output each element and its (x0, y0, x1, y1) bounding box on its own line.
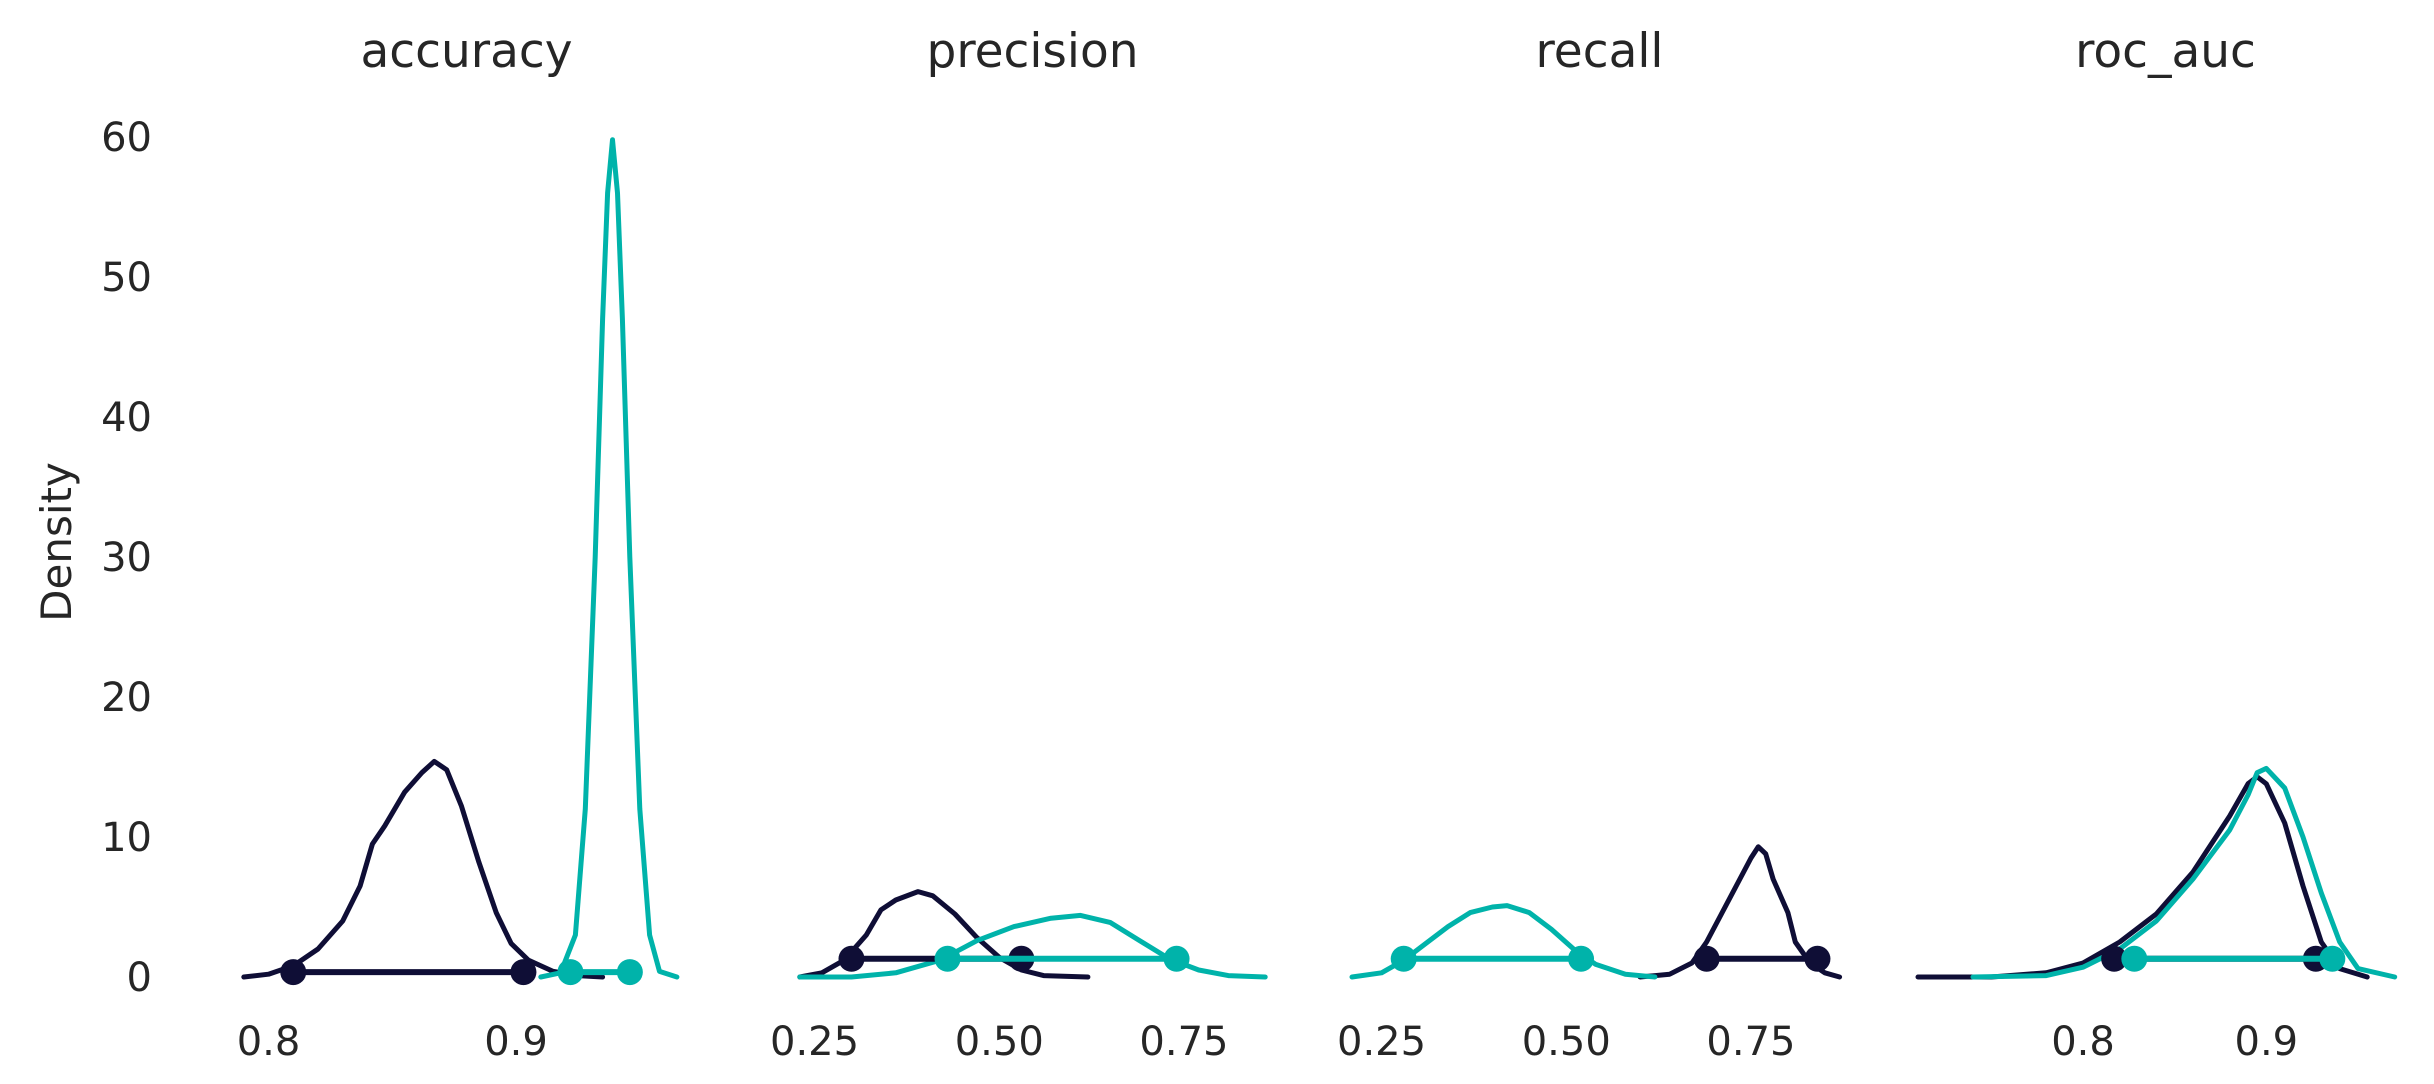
panel-title: precision (926, 24, 1138, 79)
interval-lower-point (1390, 945, 1417, 972)
x-tick-label: 0.9 (2235, 1019, 2299, 1065)
y-tick-label: 30 (101, 535, 152, 581)
interval-upper-point (510, 959, 537, 986)
interval-lower-point (280, 959, 307, 986)
x-tick-label: 0.75 (1139, 1019, 1228, 1065)
y-tick-label: 50 (101, 255, 152, 301)
panel-title: recall (1536, 24, 1664, 79)
y-axis-label: Density (32, 462, 81, 622)
x-tick-label: 0.9 (484, 1019, 548, 1065)
panel-accuracy: accuracy 0.8 0.9 (237, 24, 680, 1065)
panel-precision: precision 0.25 0.50 0.75 (770, 24, 1268, 1065)
x-tick-label: 0.50 (955, 1019, 1044, 1065)
x-tick-label: 0.8 (237, 1019, 301, 1065)
y-tick-label: 60 (101, 115, 152, 161)
panel-title: roc_auc (2075, 24, 2256, 79)
interval-lower-point (1693, 945, 1720, 972)
interval-lower-point (2101, 945, 2128, 972)
density-curve (797, 912, 1268, 980)
panel-roc-auc: roc_auc 0.8 0.9 (1915, 24, 2398, 1065)
interval-upper-point (2319, 945, 2346, 972)
y-tick-label: 40 (101, 395, 152, 441)
interval-lower-point (557, 959, 584, 986)
interval-lower-point (934, 945, 961, 972)
density-curve (1915, 774, 2370, 980)
y-tick-label: 10 (101, 815, 152, 861)
y-axis: 0 10 20 30 40 50 60 (101, 115, 152, 1001)
y-tick-label: 0 (127, 955, 152, 1001)
x-tick-label: 0.25 (1337, 1019, 1426, 1065)
interval-lower-point (838, 945, 865, 972)
interval-upper-point (1804, 945, 1831, 972)
density-curve (538, 137, 680, 980)
y-tick-label: 20 (101, 675, 152, 721)
interval-lower-point (2121, 945, 2148, 972)
interval-upper-point (616, 959, 643, 986)
density-curve (241, 758, 606, 980)
panel-recall: recall 0.25 0.50 0.75 (1337, 24, 1843, 1065)
x-tick-label: 0.50 (1522, 1019, 1611, 1065)
interval-upper-point (1163, 945, 1190, 972)
panel-title: accuracy (360, 24, 572, 79)
x-tick-label: 0.75 (1706, 1019, 1795, 1065)
x-tick-label: 0.25 (770, 1019, 859, 1065)
density-curve (1970, 765, 2398, 980)
interval-upper-point (1568, 945, 1595, 972)
x-tick-label: 0.8 (2051, 1019, 2115, 1065)
